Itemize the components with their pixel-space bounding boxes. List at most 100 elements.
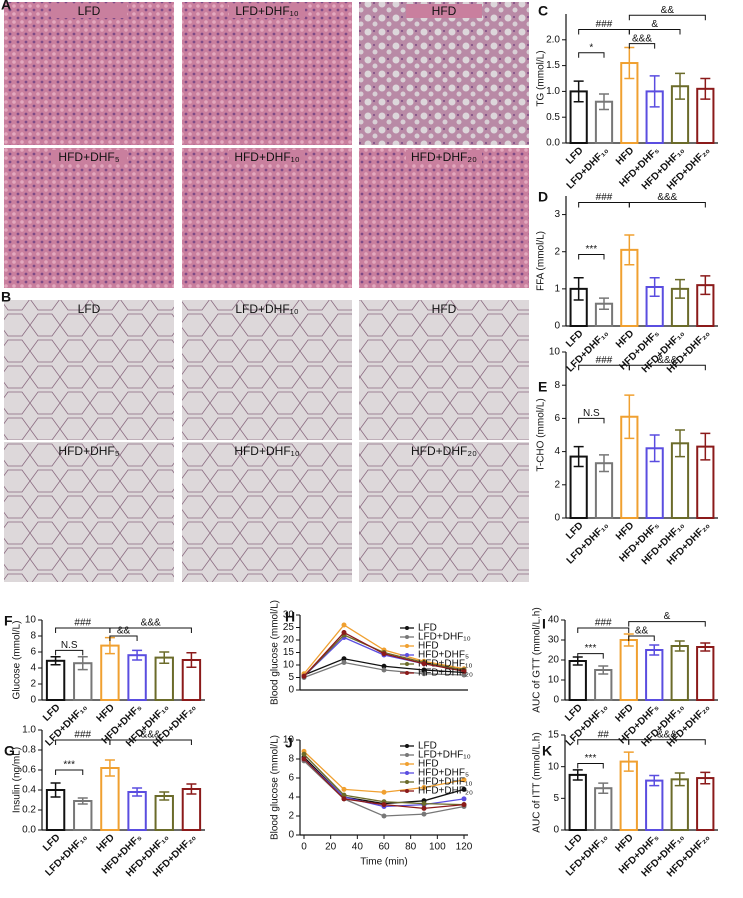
significance-bracket [55,649,84,656]
y-tick-label: 6 [554,413,560,424]
significance-label: ### [596,19,613,30]
data-point [381,813,387,819]
significance-bracket [577,627,630,633]
data-point [461,777,467,783]
legend-label: LFD+DHF₁₀ [418,750,471,761]
bar [594,787,613,832]
panel-label: D [538,189,548,205]
significance-bracket [578,202,630,208]
x-tick-label: 120 [456,842,473,853]
micrograph [359,300,529,440]
y-tick-label: 8 [288,754,294,765]
bar [696,777,715,831]
error-bar [599,297,609,311]
y-tick-label: 10 [548,675,560,686]
y-tick-label: 2 [554,246,560,257]
data-point [381,651,387,657]
bar [127,654,147,702]
legend-marker [405,762,409,766]
significance-label: & [651,19,658,30]
significance-bracket [628,364,706,371]
y-axis-label: Blood glucose (mmol/L) [270,600,281,705]
y-tick-label: 0.8 [22,745,36,756]
micrograph [182,148,352,288]
x-tick-label: 20 [325,842,337,853]
data-point [421,811,427,817]
image-label: HFD+DHF₁₀ [234,150,299,164]
legend-label: HFD+DHF₂₀ [418,668,473,679]
data-point [381,667,387,673]
y-tick-label: 8 [554,380,560,391]
panel-label: E [538,379,547,395]
data-point [421,805,427,811]
y-tick-label: 4 [288,792,294,803]
legend-label: HFD+DHF₅ [418,768,469,779]
significance-label: &&& [657,355,677,366]
image-label: HFD [432,302,457,316]
micrograph [182,300,352,440]
x-tick-label: LFD [564,520,586,542]
y-tick-label: 1 [554,283,560,294]
x-tick-label: 40 [352,842,364,853]
significance-bracket [578,254,605,260]
legend-label: LFD [418,623,437,634]
significance-label: & [664,611,671,622]
error-bar [649,75,660,108]
legend-marker [405,771,409,775]
data-point [301,756,307,762]
significance-label: && [117,626,131,637]
x-tick-label: LFD [41,702,63,724]
data-point [341,786,347,792]
micrograph [182,442,352,582]
significance-label: N.S [583,408,600,419]
y-tick-label: 20 [283,635,295,646]
micrograph [359,442,529,582]
y-tick-label: 1.0 [546,86,560,97]
x-tick-label: LFD [563,702,585,724]
y-tick-label: 2 [30,679,36,690]
data-point [341,660,347,665]
legend-label: HFD [418,759,439,770]
image-label: HFD+DHF₂₀ [411,150,477,164]
error-bar [599,454,609,473]
error-bar [624,394,635,440]
bar [670,645,689,701]
y-axis-label: FFA (mmol/L) [536,231,547,291]
y-tick-label: 2.0 [546,34,560,45]
significance-bracket [578,52,605,58]
y-tick-label: 6 [30,647,36,658]
y-tick-label: 5 [288,672,294,683]
error-bar [572,769,583,781]
bar [73,800,93,831]
data-point [301,751,307,757]
y-axis-label: Glucose (mmol/L) [12,621,23,700]
y-tick-label: 6 [288,773,294,784]
y-tick-label: 2 [554,479,560,490]
x-tick-label: LFD [41,832,63,854]
legend-marker [405,644,409,648]
significance-bracket [628,635,655,641]
error-bar [77,797,88,805]
y-tick-label: 0 [288,685,294,696]
significance-label: && [635,626,649,637]
error-bar [649,774,660,787]
data-point [421,661,427,667]
y-tick-label: 0.0 [546,138,560,149]
data-point [461,668,467,674]
data-point [341,622,347,628]
x-tick-label: HFD [614,145,636,167]
image-label: LFD+DHF₁₀ [235,302,298,316]
error-bar [598,665,609,675]
bar [645,649,664,701]
x-tick-label: 0 [301,842,307,853]
y-tick-label: 40 [548,615,560,626]
significance-label: ### [74,730,91,741]
y-axis-label: TG (mmol/L) [536,50,547,106]
y-tick-label: 1.5 [546,60,560,71]
error-bar [674,640,685,652]
y-tick-label: 15 [283,647,295,658]
